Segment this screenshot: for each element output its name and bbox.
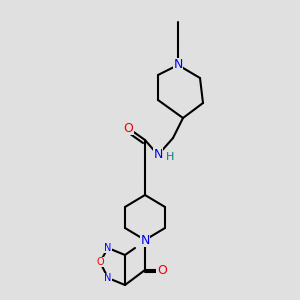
Text: N: N (140, 233, 150, 247)
Text: O: O (96, 257, 104, 267)
Text: N: N (104, 243, 112, 253)
Text: O: O (157, 263, 167, 277)
Text: N: N (153, 148, 163, 161)
Text: N: N (104, 273, 112, 283)
Text: N: N (173, 58, 183, 71)
Text: H: H (166, 152, 174, 162)
Text: O: O (123, 122, 133, 134)
